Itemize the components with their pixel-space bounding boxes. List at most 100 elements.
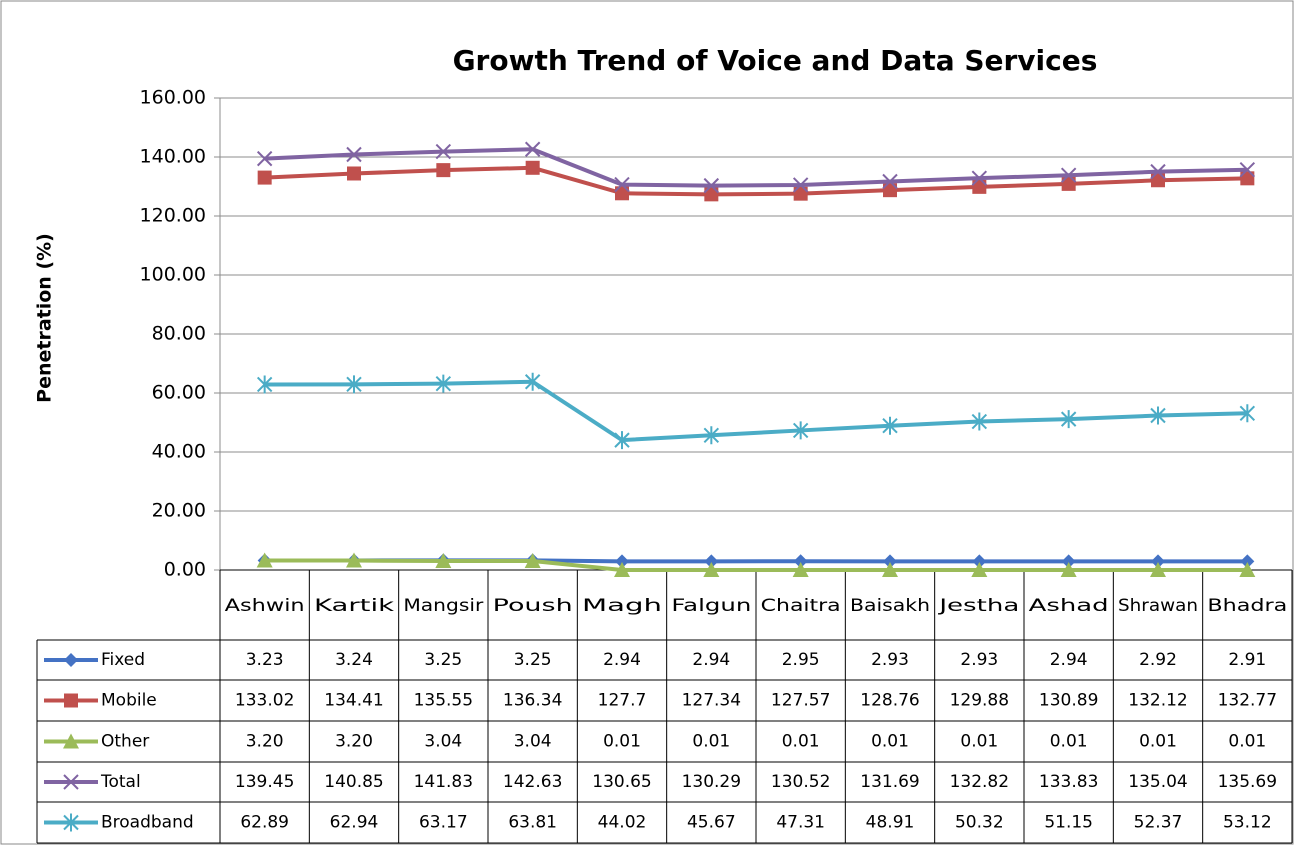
table-value: 134.41 [324, 691, 383, 711]
marker [524, 141, 541, 157]
marker [793, 554, 808, 569]
marker [792, 421, 809, 440]
marker [1151, 173, 1165, 188]
table-value: 2.94 [692, 650, 730, 670]
marker [615, 186, 629, 201]
table-value: 3.24 [335, 650, 373, 670]
table-value: 62.94 [330, 813, 379, 833]
table-value: 2.92 [1139, 650, 1177, 670]
y-tick-label: 100.00 [140, 264, 206, 286]
marker [1060, 410, 1077, 429]
marker [1240, 171, 1255, 186]
marker [883, 554, 897, 569]
marker [1239, 561, 1256, 577]
chart-title: Growth Trend of Voice and Data Services [453, 44, 1098, 77]
table-value: 132.12 [1128, 691, 1187, 711]
marker [1239, 404, 1256, 423]
marker [256, 552, 273, 568]
marker [435, 374, 452, 393]
marker [1239, 162, 1256, 178]
marker [256, 150, 273, 167]
table-value: 0.01 [871, 732, 909, 752]
x-tick-label: Jestha [938, 596, 1020, 616]
x-tick-label: Ashwin [225, 596, 305, 616]
table-value: 53.12 [1223, 813, 1272, 833]
table-value: 131.69 [860, 772, 919, 792]
table-value: 0.01 [1050, 732, 1088, 752]
legend-label: Mobile [101, 691, 157, 711]
marker [1150, 163, 1166, 180]
marker [971, 412, 988, 431]
series-line [264, 165, 1248, 197]
marker [1060, 167, 1077, 183]
table-value: 127.34 [682, 691, 741, 711]
marker [972, 554, 987, 569]
y-tick-label: 40.00 [152, 441, 206, 463]
table-value: 62.89 [240, 813, 289, 833]
table-value: 127.57 [771, 691, 830, 711]
marker [346, 552, 362, 568]
table-value: 2.94 [1050, 650, 1088, 670]
table-value: 3.04 [424, 732, 462, 752]
table-value: 3.20 [246, 732, 284, 752]
marker [1150, 561, 1166, 577]
marker [1150, 406, 1166, 425]
table-value: 2.93 [871, 650, 909, 670]
x-tick-label: Magh [582, 596, 662, 616]
legend-label: Broadband [101, 813, 194, 833]
marker [972, 179, 987, 194]
marker [971, 561, 988, 577]
marker [435, 143, 452, 160]
marker [704, 187, 719, 202]
legend-label: Other [101, 732, 149, 752]
marker [64, 653, 78, 667]
table-value: 0.01 [782, 732, 820, 752]
marker [64, 693, 78, 708]
legend-label: Total [100, 772, 141, 792]
table-value: 130.65 [592, 772, 651, 792]
marker [792, 561, 809, 577]
marker [704, 554, 719, 569]
table-value: 128.76 [860, 691, 919, 711]
series-line [264, 147, 1248, 188]
x-tick-label: Baisakh [850, 596, 930, 616]
x-tick-label: Bhadra [1207, 596, 1287, 616]
marker [793, 186, 808, 201]
marker [1061, 176, 1076, 191]
marker [436, 163, 451, 178]
x-tick-label: Mangsir [403, 596, 483, 616]
table-value: 142.63 [503, 772, 562, 792]
table-value: 140.85 [324, 772, 383, 792]
table-value: 0.01 [1139, 732, 1177, 752]
table-value: 130.52 [771, 772, 830, 792]
marker [347, 166, 361, 181]
marker [256, 375, 273, 394]
table-value: 52.37 [1134, 813, 1183, 833]
table-value: 3.20 [335, 732, 373, 752]
table-value: 51.15 [1044, 813, 1093, 833]
table-value: 132.77 [1218, 691, 1277, 711]
marker [1060, 561, 1077, 577]
x-tick-label: Kartik [314, 596, 394, 616]
table-value: 0.01 [603, 732, 641, 752]
y-tick-label: 60.00 [152, 382, 206, 404]
marker [614, 431, 630, 450]
table-value: 47.31 [776, 813, 825, 833]
marker [346, 146, 362, 163]
table-value: 132.82 [950, 772, 1009, 792]
marker [703, 561, 720, 577]
table-value: 2.91 [1228, 650, 1266, 670]
table-value: 0.01 [1228, 732, 1266, 752]
marker [63, 733, 79, 749]
y-tick-label: 0.00 [164, 559, 206, 581]
marker [883, 183, 897, 198]
table-value: 135.04 [1128, 772, 1187, 792]
table-value: 133.83 [1039, 772, 1098, 792]
x-tick-label: Shrawan [1118, 596, 1198, 616]
y-tick-label: 80.00 [152, 323, 206, 345]
marker [1240, 554, 1255, 569]
table-value: 3.25 [424, 650, 462, 670]
marker [257, 170, 272, 185]
